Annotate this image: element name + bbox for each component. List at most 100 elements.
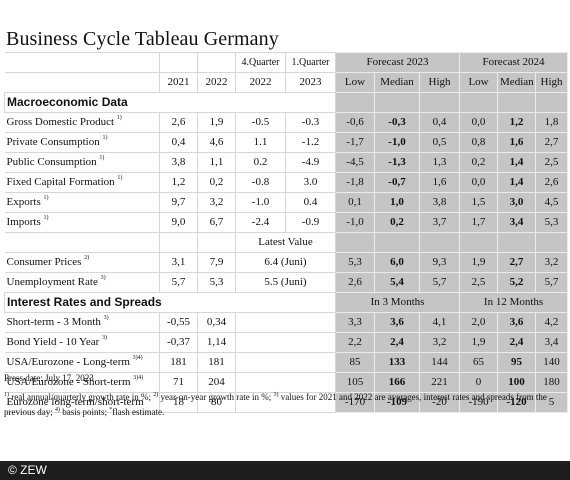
cell: 0,2 [459,152,499,173]
header-low: Low [459,72,499,93]
cell: 5,3 [197,272,236,293]
cell: 0 [459,372,499,393]
section-rates: Interest Rates and Spreads [4,292,336,313]
cell: 100 [497,372,537,393]
cell: 5.5 (Juni) [235,272,336,293]
header-high: High [418,72,461,93]
header-forecast-2024: Forecast 2024 [459,52,569,73]
cell: 3,4 [497,212,537,233]
table-row: Fixed Capital Formation 1) 1,2 0,2 -0.8 … [4,172,569,193]
cell: 1,7 [459,212,499,233]
latest-value-label: Latest Value [235,232,336,253]
cell: 1,6 [418,172,461,193]
cell: -120 [497,392,537,413]
row-label: Private Consumption 1) [4,132,160,153]
cell: 4,1 [418,312,461,333]
header-year: 2022 [197,72,236,93]
cell: 3,7 [418,212,461,233]
cell: 1,9 [459,252,499,273]
section-row: Interest Rates and Spreads In 3 Months I… [4,292,569,313]
cell: 4,5 [535,192,569,213]
row-label: Consumer Prices 2) [4,252,160,273]
header-q1: 1.Quarter [285,52,336,73]
latest-value-row: Latest Value [4,232,569,253]
table-row: Exports 1) 9,7 3,2 -1.0 0.4 0,1 1,0 3,8 … [4,192,569,213]
cell: 1,1 [197,152,236,173]
table-row: Public Consumption 1) 3,8 1,1 0.2 -4.9 -… [4,152,569,173]
row-label: Unemployment Rate 3) [4,272,160,293]
cell: 6,0 [374,252,420,273]
cell: 1,5 [459,192,499,213]
cell: 1,14 [197,332,236,353]
cell: -0.8 [235,172,286,193]
cell: 2,6 [159,112,198,133]
cell: -0,37 [159,332,198,353]
cell: 0,0 [459,112,499,133]
cell: 2,7 [535,132,569,153]
cell: 65 [459,352,499,373]
cell: 0,34 [197,312,236,333]
copyright-text: © ZEW [8,463,47,477]
cell: 2,4 [497,332,537,353]
header-row-1: 4.Quarter 1.Quarter Forecast 2023 Foreca… [4,52,569,73]
cell: 0,4 [418,112,461,133]
cell: 181 [197,352,236,373]
cell: 0,5 [418,132,461,153]
cell: -1,0 [335,212,375,233]
cell: 2,0 [459,312,499,333]
cell: 5,3 [535,212,569,233]
cell: 3,6 [497,312,537,333]
cell: 1,6 [497,132,537,153]
cell: -0.3 [285,112,336,133]
row-label: USA/Eurozone - Long-term 3)4) [4,352,160,373]
table-row: Gross Domestic Product 1) 2,6 1,9 -0.5 -… [4,112,569,133]
cell: 4,6 [197,132,236,153]
press-date: Press date: July 17, 2023 [4,373,94,383]
in-12-months: In 12 Months [459,292,569,313]
row-label: Public Consumption 1) [4,152,160,173]
cell: 5,7 [535,272,569,293]
cell: 2,5 [459,272,499,293]
footnotes: 1) real annual/quarterly growth rate in … [4,392,547,417]
cell: 9,3 [418,252,461,273]
cell: 5,3 [335,252,375,273]
cell: -4.9 [285,152,336,173]
cell: -0,6 [335,112,375,133]
row-label: Imports 1) [4,212,160,233]
cell: 3,2 [197,192,236,213]
cell: 3,2 [535,252,569,273]
cell: -0,3 [374,112,420,133]
cell: 3,4 [535,332,569,353]
cell: 2,6 [535,172,569,193]
header-q4: 4.Quarter [235,52,286,73]
cell: 6.4 (Juni) [235,252,336,273]
cell: -0,55 [159,312,198,333]
cell: -1,8 [335,172,375,193]
cell: 9,7 [159,192,198,213]
cell: 1,2 [159,172,198,193]
header-blank [159,52,198,73]
cell: 140 [535,352,569,373]
row-label: Eurozone long-term/short-term [4,392,160,413]
table-row: Private Consumption 1) 0,4 4,6 1.1 -1.2 … [4,132,569,153]
cell: 180 [535,372,569,393]
cell: 85 [335,352,375,373]
header-year: 2022 [235,72,286,93]
header-high: High [535,72,569,93]
cell: -0,7 [374,172,420,193]
cell: 5,7 [418,272,461,293]
cell: 3,8 [159,152,198,173]
cell: 0.2 [235,152,286,173]
cell: 0,2 [197,172,236,193]
cell: 2,6 [335,272,375,293]
cell: -170 [335,392,375,413]
header-median: Median [497,72,537,93]
cell: 181 [159,352,198,373]
cell: 9,0 [159,212,198,233]
cell: 2,7 [497,252,537,273]
cell: 95 [497,352,537,373]
header-year: 2021 [159,72,198,93]
row-label: Gross Domestic Product 1) [4,112,160,133]
cell: 144 [418,352,461,373]
cell: 1,3 [418,152,461,173]
